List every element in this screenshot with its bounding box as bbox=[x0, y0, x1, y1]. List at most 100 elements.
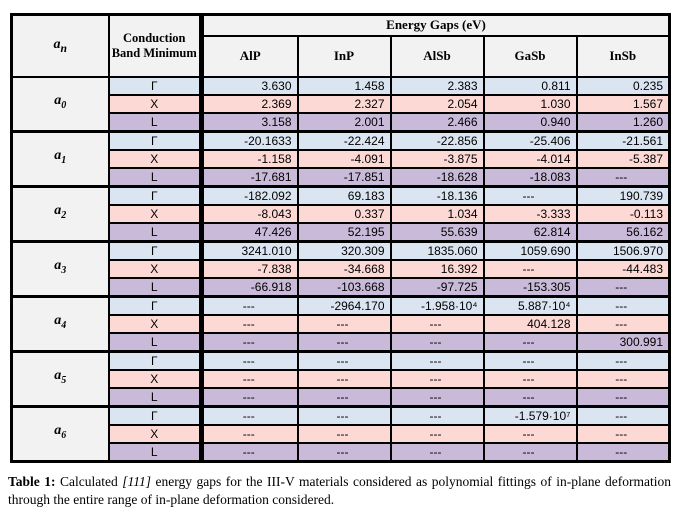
value-cell: -18.136 bbox=[389, 184, 485, 206]
value-cell: 3.630 bbox=[200, 75, 299, 96]
value-cell: -17.681 bbox=[200, 166, 299, 187]
coefficient-label: a1 bbox=[10, 129, 110, 187]
value-cell: --- bbox=[575, 313, 671, 334]
value-cell: --- bbox=[200, 404, 299, 426]
band-cell: X bbox=[107, 148, 204, 169]
value-cell: 2.327 bbox=[296, 93, 392, 114]
value-cell: 55.639 bbox=[389, 221, 485, 242]
value-cell: 1.034 bbox=[389, 203, 485, 224]
value-cell: --- bbox=[389, 441, 485, 462]
value-cell: 2.001 bbox=[296, 111, 392, 132]
band-cell: L bbox=[107, 331, 204, 352]
value-cell: -44.483 bbox=[575, 258, 671, 279]
value-cell: --- bbox=[575, 294, 671, 316]
table-row: L -66.918 -103.668 -97.725 -153.305 --- bbox=[12, 276, 671, 297]
table-row: a5 Γ --- --- --- --- --- bbox=[10, 349, 671, 407]
value-cell: --- bbox=[296, 423, 392, 444]
value-cell: 320.309 bbox=[296, 239, 392, 261]
value-cell: -1.958·10⁴ bbox=[389, 294, 485, 316]
band-cell: X bbox=[107, 423, 204, 444]
value-cell: -22.424 bbox=[296, 129, 392, 151]
coefficient-label: a6 bbox=[10, 404, 110, 462]
value-cell: 1.458 bbox=[296, 75, 392, 96]
value-cell: -4.014 bbox=[482, 148, 578, 169]
value-cell: 62.814 bbox=[482, 221, 578, 242]
table-row: L --- --- --- --- --- bbox=[12, 441, 671, 462]
band-cell: X bbox=[107, 93, 204, 114]
value-cell: -7.838 bbox=[200, 258, 299, 279]
value-cell: --- bbox=[200, 441, 299, 462]
value-cell: 52.195 bbox=[296, 221, 392, 242]
band-cell: X bbox=[107, 258, 204, 279]
coefficient-label: a0 bbox=[10, 75, 110, 132]
value-cell: --- bbox=[296, 404, 392, 426]
value-cell: 16.392 bbox=[389, 258, 485, 279]
table-row: X -1.158 -4.091 -3.875 -4.014 -5.387 bbox=[12, 148, 671, 169]
value-cell: 2.369 bbox=[200, 93, 299, 114]
value-cell: --- bbox=[296, 331, 392, 352]
material-header-alsb: AlSb bbox=[389, 34, 485, 78]
value-cell: 1506.970 bbox=[575, 239, 671, 261]
value-cell: --- bbox=[482, 349, 578, 371]
value-cell: --- bbox=[200, 331, 299, 352]
value-cell: -182.092 bbox=[200, 184, 299, 206]
value-cell: --- bbox=[200, 423, 299, 444]
materials-header-row: AlP InP AlSb GaSb InSb bbox=[12, 34, 671, 78]
value-cell: -18.083 bbox=[482, 166, 578, 187]
material-header-alp: AlP bbox=[200, 34, 299, 78]
value-cell: 47.426 bbox=[200, 221, 299, 242]
coefficient-label: a2 bbox=[10, 184, 110, 242]
value-cell: -97.725 bbox=[389, 276, 485, 297]
caption-miller-index: [111] bbox=[122, 474, 152, 489]
value-cell: 300.991 bbox=[575, 331, 671, 352]
table-row: a3 Γ 3241.010 320.309 1835.060 1059.690 1506.9… bbox=[10, 239, 671, 297]
value-cell: --- bbox=[389, 313, 485, 334]
value-cell: -66.918 bbox=[200, 276, 299, 297]
material-header-inp: InP bbox=[296, 34, 392, 78]
coefficient-column-header: an bbox=[10, 13, 110, 78]
value-cell: -21.561 bbox=[575, 129, 671, 151]
energy-gaps-header: Energy Gaps (eV) bbox=[200, 13, 671, 37]
value-cell: --- bbox=[200, 386, 299, 407]
table-row: X --- --- --- 404.128 --- bbox=[12, 313, 671, 334]
value-cell: --- bbox=[296, 349, 392, 371]
value-cell: 69.183 bbox=[296, 184, 392, 206]
value-cell: 5.887·10⁴ bbox=[482, 294, 578, 316]
band-cell: L bbox=[107, 441, 204, 462]
table-caption: Table 1: Calculated [111] energy gaps fo… bbox=[8, 473, 671, 509]
value-cell: 3.158 bbox=[200, 111, 299, 132]
value-cell: --- bbox=[575, 166, 671, 187]
band-cell: X bbox=[107, 368, 204, 389]
table-row: a6 Γ --- --- --- -1.579·10⁷ --- bbox=[10, 404, 671, 462]
value-cell: -22.856 bbox=[389, 129, 485, 151]
value-cell: -18.628 bbox=[389, 166, 485, 187]
band-cell: L bbox=[107, 276, 204, 297]
value-cell: 2.383 bbox=[389, 75, 485, 96]
value-cell: --- bbox=[482, 386, 578, 407]
value-cell: -2964.170 bbox=[296, 294, 392, 316]
value-cell: --- bbox=[482, 258, 578, 279]
value-cell: 0.811 bbox=[482, 75, 578, 96]
value-cell: -0.113 bbox=[575, 203, 671, 224]
value-cell: 0.940 bbox=[482, 111, 578, 132]
band-cell: L bbox=[107, 221, 204, 242]
value-cell: --- bbox=[389, 368, 485, 389]
table-row: X -7.838 -34.668 16.392 --- -44.483 bbox=[12, 258, 671, 279]
value-cell: --- bbox=[296, 386, 392, 407]
value-cell: --- bbox=[575, 349, 671, 371]
table-row: X --- --- --- --- --- bbox=[12, 368, 671, 389]
value-cell: --- bbox=[296, 368, 392, 389]
band-cell: L bbox=[107, 166, 204, 187]
value-cell: --- bbox=[575, 368, 671, 389]
band-cell: Γ bbox=[107, 294, 204, 316]
value-cell: --- bbox=[389, 404, 485, 426]
material-header-gasb: GaSb bbox=[482, 34, 578, 78]
value-cell: 404.128 bbox=[482, 313, 578, 334]
band-cell: Γ bbox=[107, 75, 204, 96]
band-cell: L bbox=[107, 386, 204, 407]
value-cell: -3.875 bbox=[389, 148, 485, 169]
table-row: X -8.043 0.337 1.034 -3.333 -0.113 bbox=[12, 203, 671, 224]
table-row: a4 Γ --- -2964.170 -1.958·10⁴ 5.887·10⁴ --- bbox=[10, 294, 671, 352]
value-cell: --- bbox=[389, 423, 485, 444]
value-cell: --- bbox=[200, 349, 299, 371]
